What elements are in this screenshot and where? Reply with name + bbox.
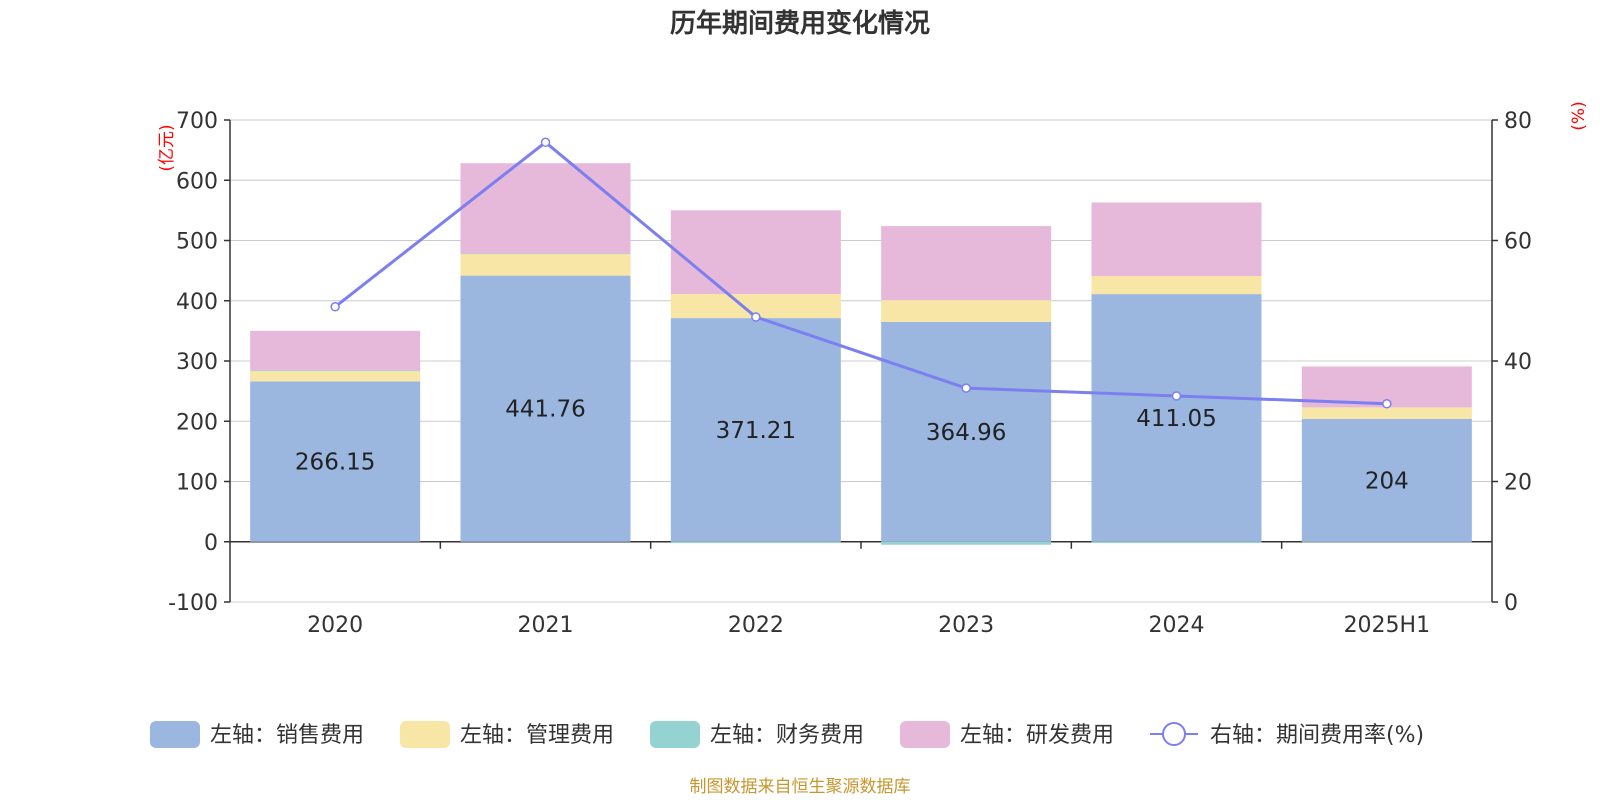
legend-label: 左轴：财务费用 <box>710 723 864 748</box>
x-tick-label: 2021 <box>518 613 574 638</box>
bar <box>250 370 421 372</box>
bar-value-label: 371.21 <box>716 418 796 444</box>
right-axis-unit: (%) <box>1569 101 1589 130</box>
legend-label: 左轴：管理费用 <box>460 723 614 748</box>
bar <box>250 381 421 542</box>
axes: -100 0 100 200 300 400 500 600 700 0 20 40 60 80 2020 2… <box>168 109 1532 638</box>
right-tick-label: 60 <box>1504 230 1532 255</box>
data-labels: 266.15 441.76 371.21 364.96 411.05 204 <box>295 397 1409 495</box>
bar-value-label: 441.76 <box>505 397 585 423</box>
x-tick-label: 2024 <box>1149 613 1205 638</box>
bar <box>1091 294 1262 542</box>
bar <box>460 253 631 255</box>
right-tick-label: 0 <box>1504 591 1518 616</box>
legend-swatch <box>900 721 950 748</box>
legend: 左轴：销售费用 左轴：管理费用 左轴：财务费用 左轴：研发费用 右轴：期间费用率(%) <box>150 721 1424 748</box>
x-tick-label: 2020 <box>307 613 363 638</box>
right-tick-label: 40 <box>1504 350 1532 375</box>
bar <box>881 300 1052 322</box>
left-tick-label: 100 <box>176 471 218 496</box>
legend-swatch <box>400 721 450 748</box>
bar <box>670 541 841 543</box>
legend-label: 右轴：期间费用率(%) <box>1210 723 1424 748</box>
bar <box>670 318 841 542</box>
bar <box>670 210 841 294</box>
bar-value-label: 411.05 <box>1136 406 1216 432</box>
bar <box>1301 418 1472 542</box>
bar <box>881 226 1052 301</box>
left-tick-label: 0 <box>204 531 218 556</box>
left-tick-label: 500 <box>176 230 218 255</box>
x-tick-label: 2022 <box>728 613 784 638</box>
left-tick-label: 400 <box>176 290 218 315</box>
source-note: 制图数据来自恒生聚源数据库 <box>690 777 911 797</box>
bar-value-label: 266.15 <box>295 450 375 476</box>
x-tick-label: 2025H1 <box>1344 613 1431 638</box>
legend-swatch <box>150 721 200 748</box>
line-point <box>961 383 971 393</box>
bar <box>881 541 1052 545</box>
legend-swatch <box>650 721 700 748</box>
legend-label: 左轴：销售费用 <box>210 723 364 748</box>
left-tick-label: 600 <box>176 169 218 194</box>
bar <box>1091 541 1262 543</box>
bar <box>1091 202 1262 277</box>
bar <box>1301 541 1472 543</box>
left-axis-unit: (亿元) <box>157 124 177 171</box>
right-tick-label: 80 <box>1504 109 1532 134</box>
x-tick-label: 2023 <box>938 613 994 638</box>
bar <box>460 163 631 254</box>
bar-value-label: 364.96 <box>926 420 1006 446</box>
bar <box>1091 276 1262 295</box>
line-series <box>330 137 1392 409</box>
legend-label: 左轴：研发费用 <box>960 723 1114 748</box>
line-point <box>330 302 340 312</box>
left-tick-label: 700 <box>176 109 218 134</box>
bar <box>1301 407 1472 419</box>
bar <box>881 321 1052 542</box>
bar <box>250 371 421 382</box>
line-point <box>751 312 761 322</box>
line-point <box>540 137 551 148</box>
chart-title: 历年期间费用变化情况 <box>670 8 930 39</box>
line-point <box>1171 391 1182 401</box>
legend-marker <box>1162 722 1186 746</box>
rate-line <box>334 140 1387 406</box>
bar-series <box>250 163 1472 545</box>
right-tick-label: 20 <box>1504 471 1532 496</box>
bar <box>460 253 631 276</box>
bar <box>250 330 421 371</box>
left-tick-label: 300 <box>176 350 218 375</box>
line-point <box>1382 399 1392 409</box>
bar <box>460 275 631 542</box>
bar-value-label: 204 <box>1365 468 1409 494</box>
left-tick-label: -100 <box>168 591 218 616</box>
left-tick-label: 200 <box>176 410 218 435</box>
